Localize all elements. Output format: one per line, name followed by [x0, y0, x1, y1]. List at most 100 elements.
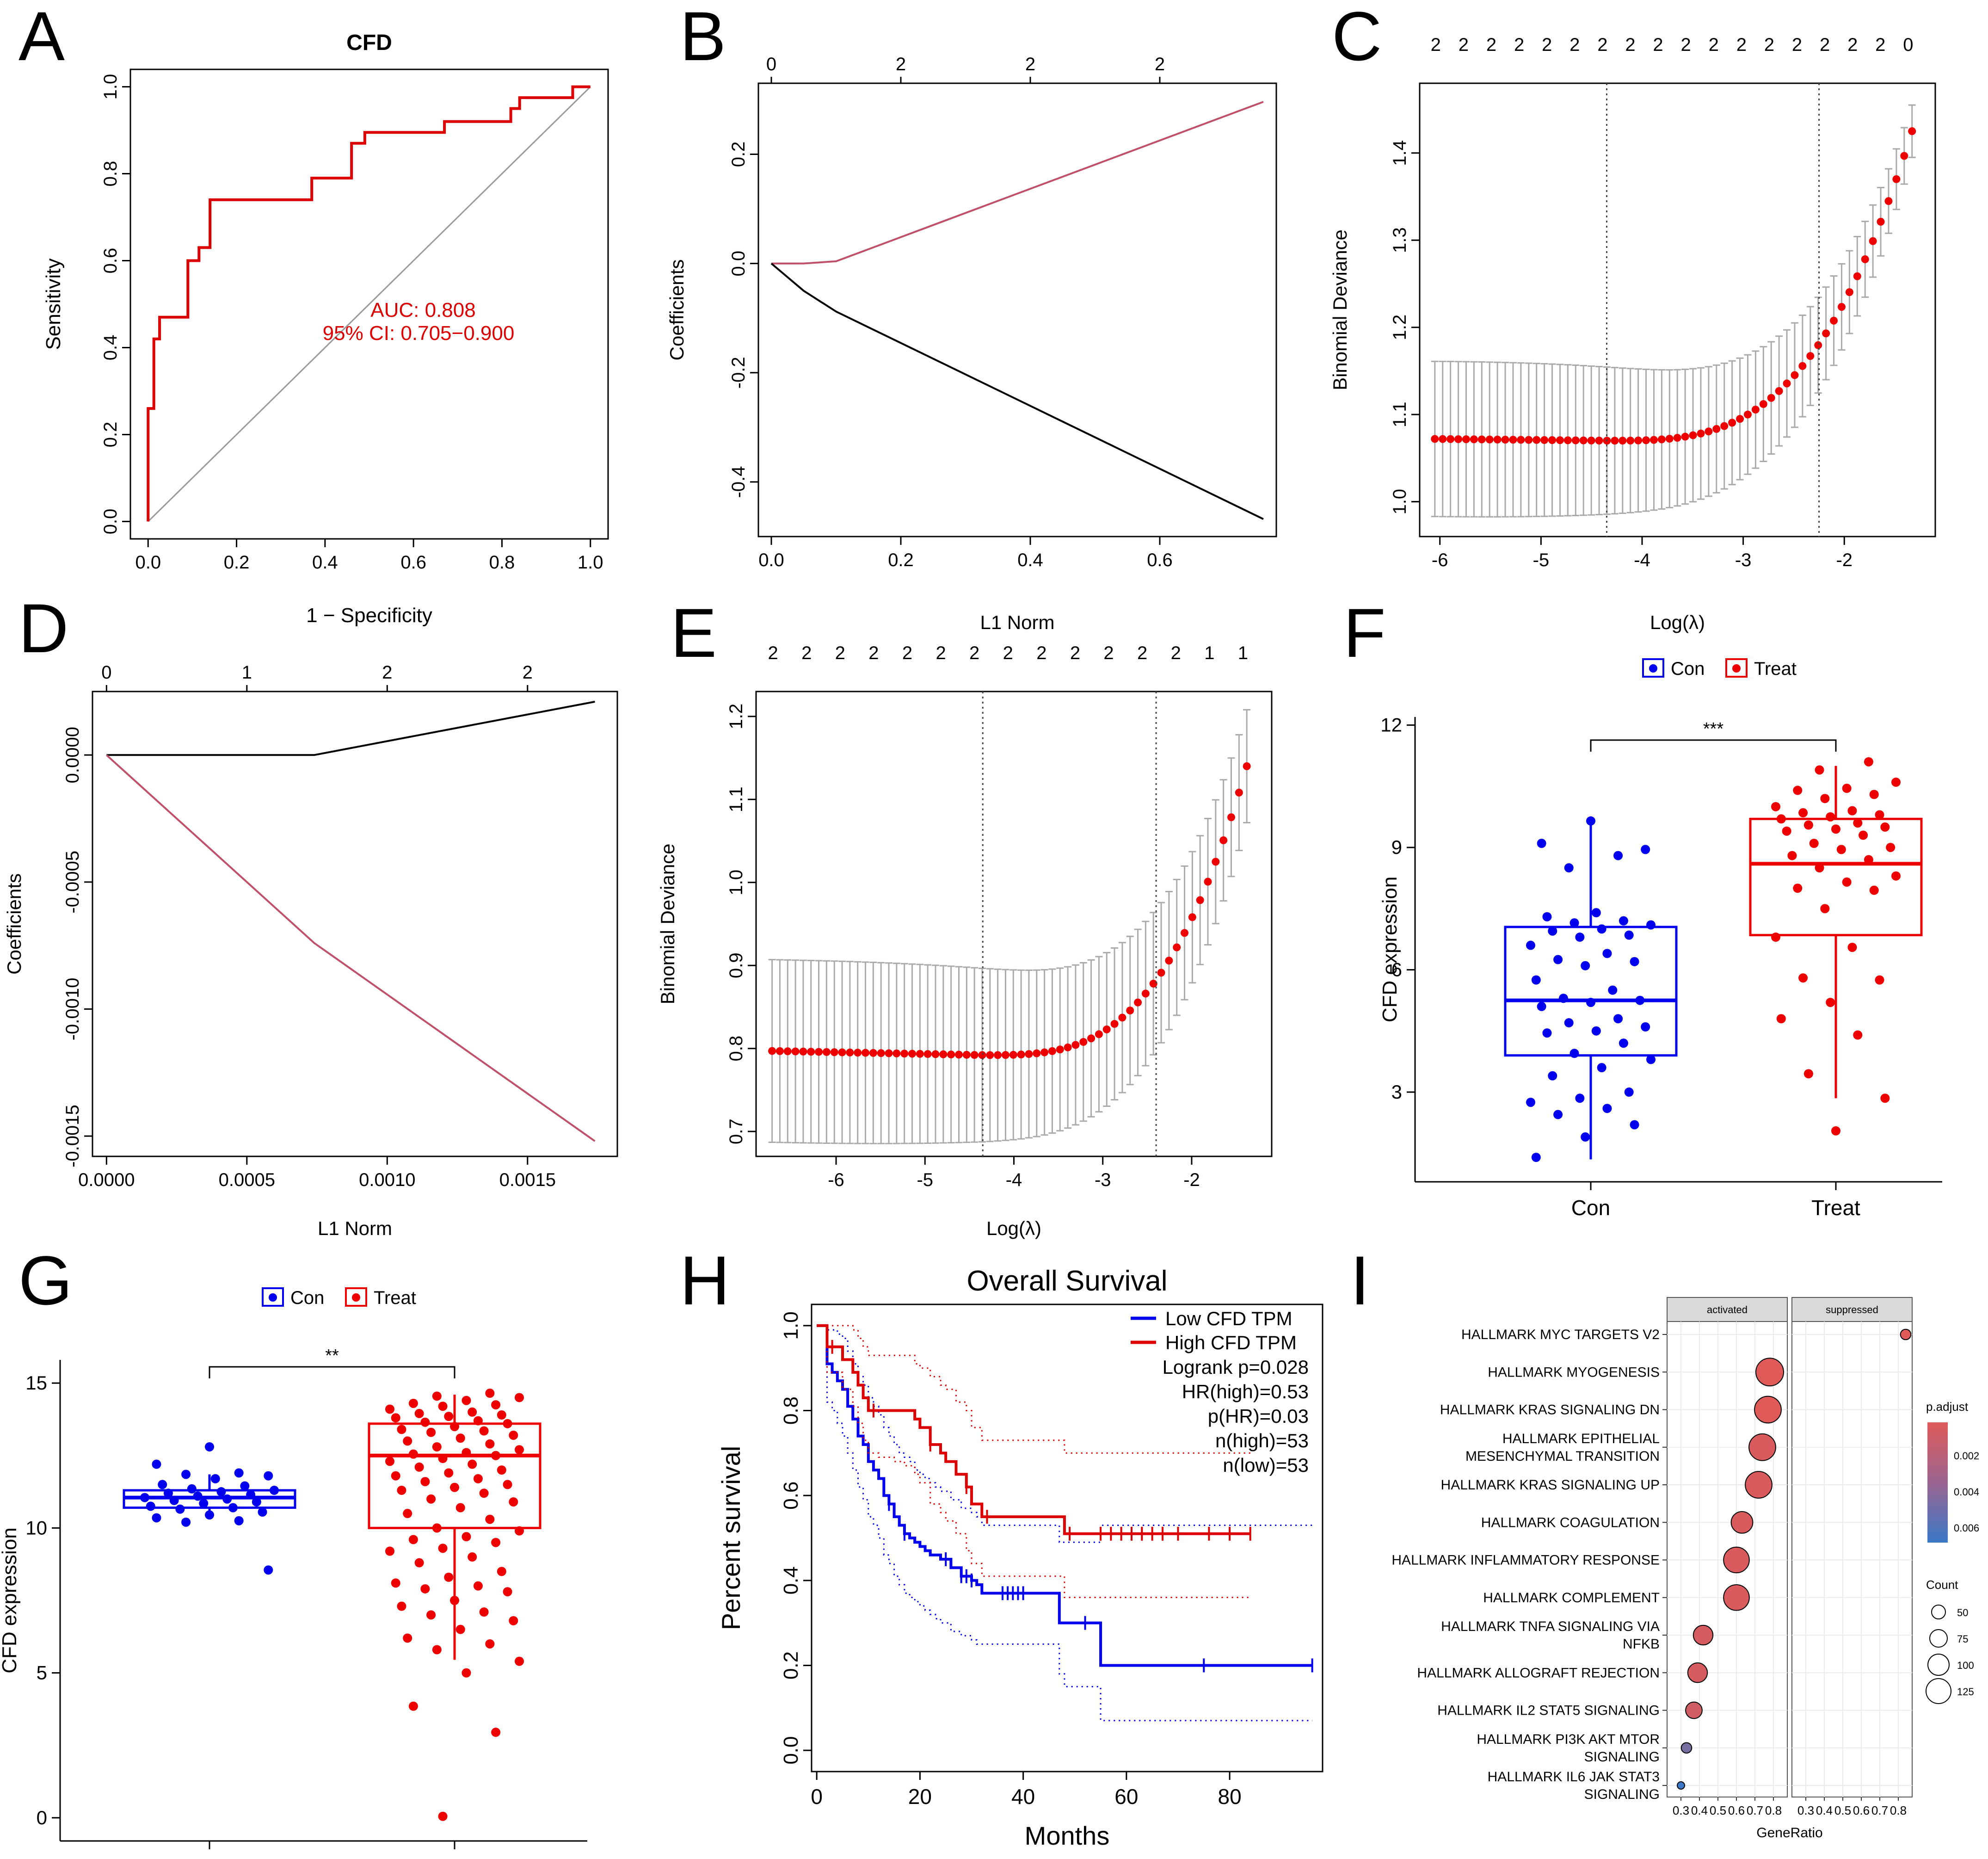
y-axis-label: CFD expression — [0, 1527, 21, 1673]
panel-f-boxplot: F *** Con Treat 3 6 9 12 CFD expression Con Treat — [1343, 594, 1942, 1220]
deviance-point — [1743, 410, 1752, 419]
data-point-treat — [414, 1558, 424, 1568]
data-point-treat — [1831, 1126, 1840, 1136]
deviance-point — [1736, 415, 1744, 423]
category-label: Treat — [1811, 1196, 1860, 1220]
data-point-treat — [1771, 933, 1780, 942]
deviance-point — [1595, 437, 1603, 445]
top-tick-label: 2 — [523, 662, 533, 683]
top-count-label: 2 — [1070, 643, 1080, 663]
x-tick-label: -5 — [917, 1170, 933, 1190]
deviance-point — [807, 1048, 815, 1056]
deviance-point — [1048, 1047, 1056, 1055]
deviance-point — [1611, 437, 1619, 445]
deviance-point — [994, 1051, 1002, 1059]
chart-title: CFD — [346, 31, 392, 55]
data-point-treat — [432, 1523, 442, 1533]
y-axis-label: Percent survival — [716, 1446, 745, 1630]
x-axis-label: L1 Norm — [318, 1217, 392, 1239]
facet-panel — [1791, 1321, 1913, 1797]
data-point-con — [1646, 920, 1656, 930]
deviance-point — [1798, 362, 1807, 370]
y-tick-label: 5 — [37, 1662, 47, 1684]
term-label: HALLMARK COMPLEMENT — [1483, 1590, 1660, 1606]
deviance-point — [1033, 1049, 1041, 1057]
y-tick-label: 0.6 — [100, 248, 121, 274]
data-point-con — [181, 1517, 191, 1527]
data-point-con — [1526, 940, 1535, 950]
coefficient-path-gene2 — [105, 754, 596, 1142]
data-point-treat — [485, 1389, 495, 1398]
y-tick-label: 0.0 — [100, 509, 121, 535]
panel-letter-c: C — [1332, 0, 1382, 75]
data-point-con — [1575, 1093, 1585, 1103]
plot-frame — [129, 68, 609, 540]
data-point-treat — [455, 1503, 465, 1513]
data-point-con — [1597, 924, 1606, 934]
data-point-con — [1575, 933, 1585, 942]
data-point-con — [175, 1504, 185, 1514]
data-point-con — [258, 1507, 267, 1517]
term-label: NFKB — [1623, 1637, 1660, 1652]
y-tick-label: -0.0005 — [62, 851, 83, 914]
ci-lower-high-cfd-tpm — [817, 1325, 1250, 1598]
ci-annotation: 95% CI: 0.705−0.900 — [323, 322, 515, 345]
data-point-treat — [438, 1454, 448, 1464]
data-point-treat — [1836, 845, 1846, 854]
data-point-con — [1624, 930, 1634, 940]
top-tick-label: 0 — [101, 662, 111, 683]
data-point-con — [181, 1470, 191, 1479]
deviance-point — [1149, 980, 1157, 988]
y-tick-label: 10 — [25, 1517, 47, 1538]
y-tick-label: 0.0 — [780, 1736, 802, 1765]
top-count-label: 2 — [1431, 35, 1441, 55]
deviance-point — [854, 1049, 862, 1057]
legend-key-con — [262, 1287, 284, 1307]
x-axis-label: 1 − Specificity — [306, 604, 432, 627]
enrichment-dot — [1745, 1471, 1773, 1499]
top-tick-label: 2 — [1025, 54, 1035, 74]
x-tick-label: 0.4 — [312, 552, 338, 573]
data-point-con — [1591, 1026, 1601, 1036]
panel-letter-a: A — [18, 0, 65, 75]
deviance-point — [1853, 272, 1861, 280]
data-point-treat — [1798, 808, 1808, 818]
data-point-treat — [473, 1474, 483, 1483]
data-point-treat — [403, 1509, 412, 1519]
term-label: HALLMARK MYC TARGETS V2 — [1461, 1327, 1660, 1342]
data-point-treat — [385, 1546, 394, 1556]
enrichment-dot — [1900, 1328, 1912, 1340]
panel-letter-b: B — [680, 0, 726, 75]
x-tick-label: 0 — [811, 1785, 823, 1809]
data-point-treat — [397, 1425, 406, 1434]
significance-label: ** — [325, 1346, 339, 1365]
enrichment-dot — [1723, 1546, 1750, 1574]
coefficient-path-gene2 — [770, 263, 1264, 520]
data-point-treat — [385, 1404, 394, 1414]
data-point-treat — [1842, 784, 1852, 793]
data-point-treat — [479, 1607, 489, 1617]
plot-frame — [757, 82, 1277, 537]
data-point-con — [1630, 1120, 1639, 1130]
top-count-label: 2 — [1459, 35, 1469, 55]
x-tick-label: 0.4 — [1691, 1803, 1708, 1817]
deviance-point — [1235, 789, 1243, 797]
data-point-treat — [450, 1596, 459, 1605]
data-point-treat — [1875, 975, 1884, 985]
data-point-con — [1531, 1153, 1541, 1162]
data-point-treat — [468, 1407, 477, 1417]
x-tick-label: -3 — [1735, 550, 1752, 570]
y-axis-label: CFD expression — [1379, 877, 1401, 1022]
data-point-con — [158, 1480, 167, 1489]
x-tick-label: 0.6 — [1728, 1803, 1745, 1817]
deviance-point — [1720, 422, 1729, 430]
data-point-treat — [479, 1426, 489, 1436]
legend-label: Treat — [374, 1288, 416, 1308]
deviance-point — [1431, 435, 1439, 443]
data-point-treat — [420, 1417, 430, 1427]
data-point-con — [246, 1490, 256, 1500]
top-count-label: 2 — [936, 643, 946, 663]
top-count-label: 2 — [1003, 643, 1013, 663]
y-axis-label: Coefficients — [666, 259, 688, 361]
